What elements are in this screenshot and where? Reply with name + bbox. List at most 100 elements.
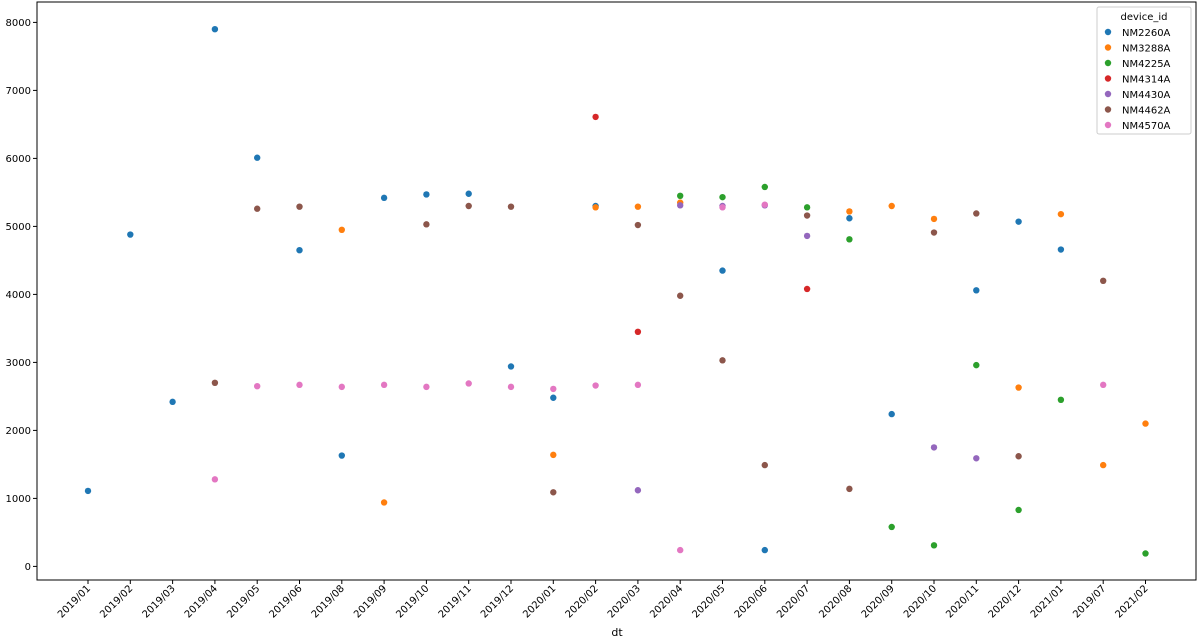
y-tick-label: 5000 <box>6 222 31 233</box>
data-point <box>803 212 811 219</box>
legend-marker <box>1104 44 1112 51</box>
data-point <box>888 202 895 210</box>
data-point <box>296 203 303 210</box>
data-point <box>1100 381 1107 389</box>
x-tick-label: 2020/03 <box>606 583 643 620</box>
data-point <box>1015 218 1022 225</box>
legend-marker <box>1104 90 1112 98</box>
y-tick-label: 4000 <box>6 290 31 301</box>
legend-marker <box>1104 106 1112 113</box>
x-tick-label: 2020/07 <box>775 583 812 620</box>
data-point <box>211 476 219 483</box>
data-point <box>846 236 853 243</box>
data-point <box>507 383 515 391</box>
data-point <box>930 229 938 236</box>
data-point <box>973 455 980 462</box>
x-tick-label: 2019/06 <box>267 583 304 620</box>
y-tick-label: 8000 <box>6 18 31 29</box>
x-tick-label: 2020/04 <box>648 583 685 620</box>
data-point <box>973 210 980 217</box>
data-point <box>169 398 176 406</box>
data-point <box>634 221 642 229</box>
x-tick-label: 2019/01 <box>56 583 93 620</box>
data-point <box>761 183 768 191</box>
data-point <box>1015 453 1022 460</box>
data-point <box>550 451 557 459</box>
data-point <box>973 361 980 369</box>
legend-label: NM3288A <box>1122 44 1171 55</box>
data-point <box>338 452 345 459</box>
x-tick-label: 2019/02 <box>98 583 135 620</box>
data-point <box>507 203 515 210</box>
y-axis: 0 1000 2000 3000 4000 5000 6000 7000 8000 <box>6 18 37 573</box>
data-point <box>380 381 388 389</box>
data-point <box>84 487 92 495</box>
y-tick-label: 3000 <box>6 358 31 369</box>
legend-marker <box>1104 121 1112 129</box>
y-tick-label: 7000 <box>6 86 31 97</box>
legend-marker <box>1104 59 1112 67</box>
data-point <box>592 382 599 389</box>
data-point <box>634 203 642 210</box>
data-point <box>634 328 642 335</box>
legend-label: NM2260A <box>1122 28 1171 39</box>
x-tick-label: 2019/11 <box>437 583 474 620</box>
data-point <box>380 499 388 506</box>
data-point <box>254 383 261 390</box>
data-point <box>1100 461 1107 469</box>
y-tick-label: 6000 <box>6 154 31 165</box>
data-point <box>761 201 768 208</box>
x-tick-label: 2020/12 <box>987 583 1024 620</box>
legend-label: NM4430A <box>1122 90 1171 101</box>
x-tick-label: 2020/11 <box>944 583 981 620</box>
data-point <box>761 461 768 469</box>
x-tick-label: 2021/01 <box>1029 583 1066 620</box>
data-point <box>719 267 726 274</box>
data-point <box>550 385 557 393</box>
y-tick-label: 1000 <box>6 494 31 505</box>
x-tick-label: 2019/04 <box>183 583 220 620</box>
data-point <box>677 546 684 554</box>
data-point <box>930 542 938 549</box>
data-point <box>296 381 303 389</box>
data-point <box>1057 396 1065 403</box>
x-axis: 2019/01 2019/02 2019/03 2019/04 2019/05 2019/… <box>56 580 1151 620</box>
legend-marker <box>1104 28 1112 36</box>
data-point <box>338 383 345 391</box>
data-point <box>803 232 811 240</box>
x-tick-label: 2020/06 <box>733 583 770 620</box>
data-point <box>1015 506 1022 514</box>
data-point <box>719 204 726 211</box>
data-point <box>254 154 261 161</box>
legend-marker <box>1104 75 1112 82</box>
data-point <box>1142 420 1149 427</box>
x-tick-label: 2020/01 <box>521 583 558 620</box>
legend-label: NM4462A <box>1122 106 1171 117</box>
data-point <box>803 204 811 211</box>
data-point <box>423 191 430 198</box>
data-point <box>1057 246 1065 253</box>
x-tick-label: 2020/10 <box>902 583 939 620</box>
x-tick-label: 2020/02 <box>564 583 601 620</box>
x-tick-label: 2019/09 <box>352 583 389 620</box>
y-tick-label: 2000 <box>6 426 31 437</box>
x-axis-title: dt <box>611 626 623 639</box>
data-point <box>1142 550 1149 557</box>
x-tick-label: 2019/10 <box>394 583 431 620</box>
data-point <box>888 410 895 418</box>
x-tick-label: 2020/09 <box>860 583 897 620</box>
data-point <box>677 202 684 209</box>
data-point <box>846 215 853 222</box>
legend-title: device_id <box>1121 12 1168 23</box>
x-tick-label: 2020/08 <box>817 583 854 620</box>
data-point <box>465 190 472 197</box>
data-point <box>507 363 515 370</box>
legend-label: NM4570A <box>1122 121 1171 132</box>
data-point <box>592 204 599 211</box>
data-point <box>465 202 472 210</box>
data-point <box>761 546 768 554</box>
data-point <box>973 287 980 294</box>
data-point <box>380 194 388 202</box>
data-points <box>84 26 1149 557</box>
